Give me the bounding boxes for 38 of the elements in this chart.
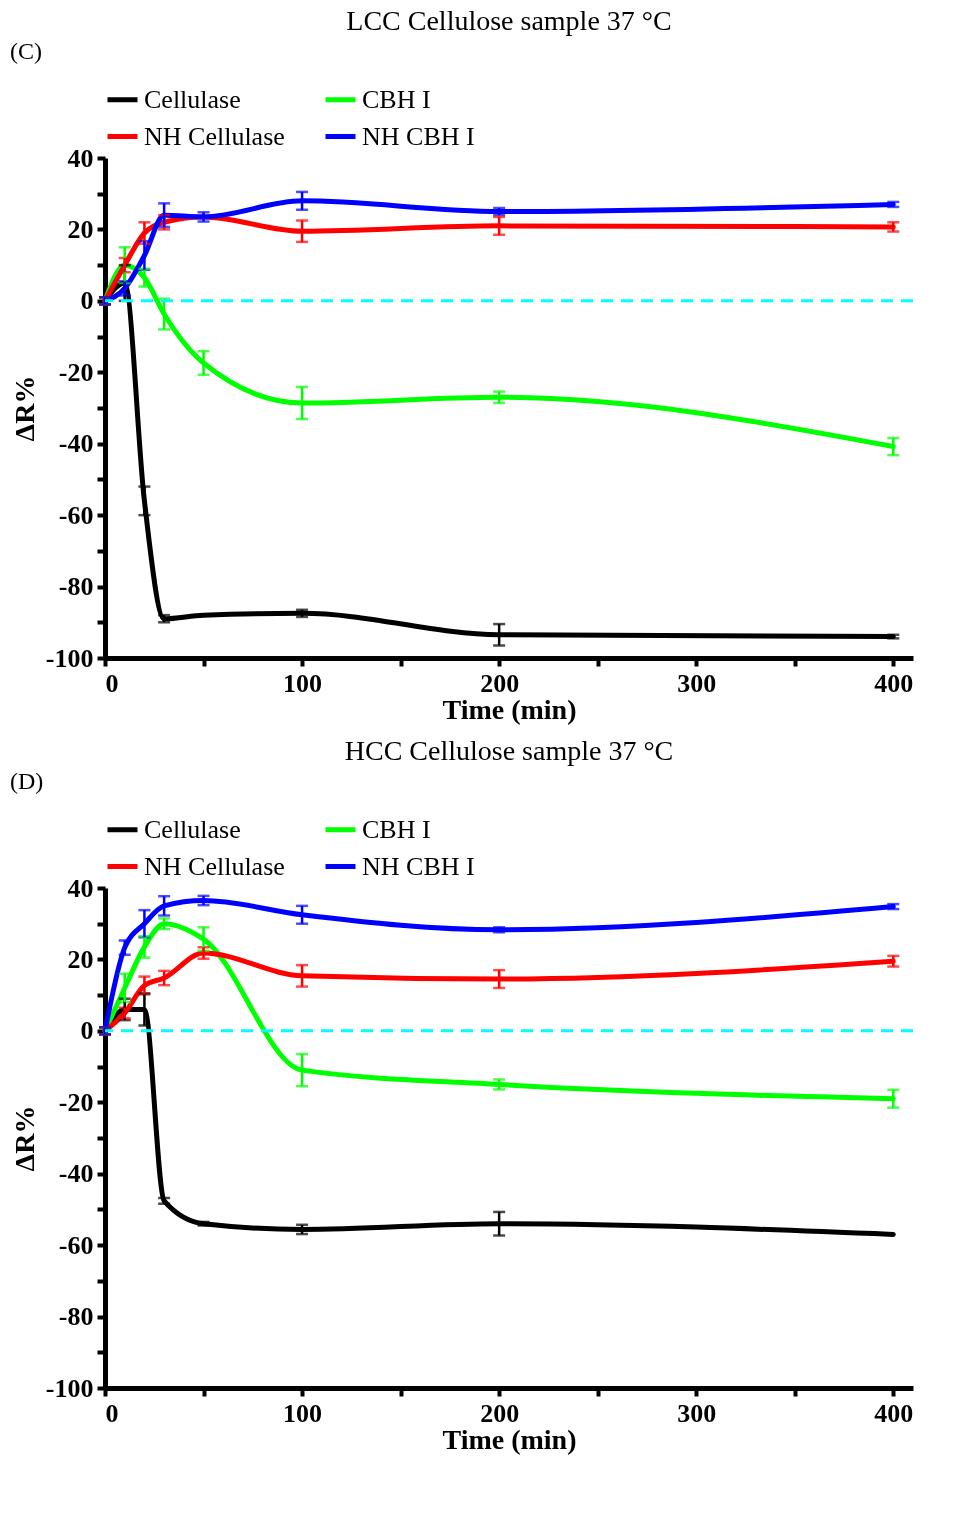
- y-tick-label: -40: [58, 1159, 94, 1189]
- chart-title: HCC Cellulose sample 37 °C: [344, 735, 674, 766]
- legend-label: NH Cellulase: [144, 121, 285, 151]
- y-tick-label: -80: [58, 572, 94, 602]
- text: (D): [10, 768, 44, 794]
- y-tick-label: 40: [67, 143, 94, 173]
- text: (C): [10, 38, 42, 64]
- x-tick-label: 0: [105, 668, 119, 698]
- x-tick-label: 100: [283, 668, 323, 698]
- legend-label: Cellulase: [144, 84, 241, 114]
- y-tick-label: -40: [58, 429, 94, 459]
- y-tick-label: -80: [58, 1302, 94, 1332]
- y-axis-title: ΔR%: [8, 375, 40, 442]
- legend-label: NH CBH I: [362, 121, 475, 151]
- y-tick-label: -20: [58, 357, 94, 387]
- y-tick-label: 0: [80, 286, 94, 316]
- x-tick-label: 100: [283, 1398, 323, 1428]
- y-tick-label: -100: [45, 1373, 94, 1403]
- chart-title: LCC Cellulose sample 37 °C: [346, 5, 672, 36]
- legend-label: CBH I: [362, 814, 431, 844]
- y-tick-label: -20: [58, 1087, 94, 1117]
- y-tick-label: -100: [45, 643, 94, 673]
- x-tick-label: 400: [874, 1398, 914, 1428]
- x-tick-label: 300: [677, 1398, 717, 1428]
- y-tick-label: 40: [67, 873, 94, 903]
- y-axis-title: ΔR%: [8, 1105, 40, 1172]
- y-tick-label: -60: [58, 500, 94, 530]
- y-tick-label: 20: [67, 214, 94, 244]
- x-tick-label: 400: [874, 668, 914, 698]
- legend-label: Cellulase: [144, 814, 241, 844]
- y-tick-label: -60: [58, 1230, 94, 1260]
- x-tick-label: 0: [105, 1398, 119, 1428]
- legend-label: CBH I: [362, 84, 431, 114]
- y-tick-label: 0: [80, 1016, 94, 1046]
- y-tick-label: 20: [67, 944, 94, 974]
- legend-label: NH Cellulase: [144, 851, 285, 881]
- x-tick-label: 300: [677, 668, 717, 698]
- legend-label: NH CBH I: [362, 851, 475, 881]
